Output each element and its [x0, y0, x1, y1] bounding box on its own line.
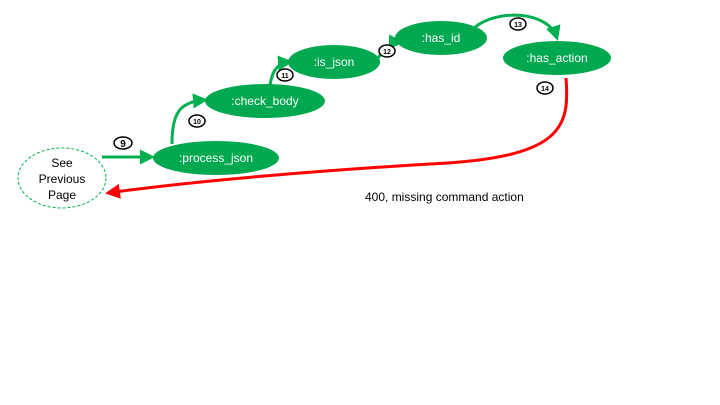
step-badge-13-label: 13 [514, 22, 522, 29]
node-has-id-label: :has_id [422, 31, 461, 45]
step-badge-14: 14 [536, 81, 554, 95]
edge-process-json-to-check-body [170, 93, 208, 145]
node-has-action: :has_action [503, 41, 611, 75]
node-has-action-label: :has_action [526, 51, 587, 65]
node-has-id: :has_id [395, 21, 487, 55]
start-node-line-1: See [51, 156, 73, 170]
step-badge-10: 10 [188, 114, 206, 128]
edge-has-action-to-start-error [105, 77, 569, 199]
node-process-json-label: :process_json [179, 151, 253, 165]
step-badge-14-label: 14 [541, 86, 549, 93]
edge-check-body-to-is-json [268, 55, 293, 87]
node-check-body: :check_body [205, 84, 325, 118]
node-is-json: :is_json [288, 45, 380, 79]
node-process-json: :process_json [153, 141, 279, 175]
edge-has-id-to-has-action [473, 13, 561, 41]
node-check-body-label: :check_body [231, 94, 298, 108]
node-is-json-label: :is_json [314, 55, 355, 69]
step-badge-12-label: 12 [383, 49, 391, 56]
start-node-line-2: Previous [39, 172, 86, 186]
error-edge-label: 400, missing command action [365, 190, 524, 204]
start-node-line-3: Page [48, 188, 76, 202]
step-badge-12: 12 [378, 44, 396, 58]
step-badge-9-label: 9 [120, 139, 126, 150]
step-badge-11: 11 [276, 68, 294, 82]
step-badge-10-label: 10 [193, 119, 201, 126]
step-badge-13: 13 [509, 17, 527, 31]
step-badge-9: 9 [113, 136, 133, 150]
step-badge-11-label: 11 [281, 73, 289, 80]
start-node-see-previous-page: See Previous Page [17, 147, 107, 209]
